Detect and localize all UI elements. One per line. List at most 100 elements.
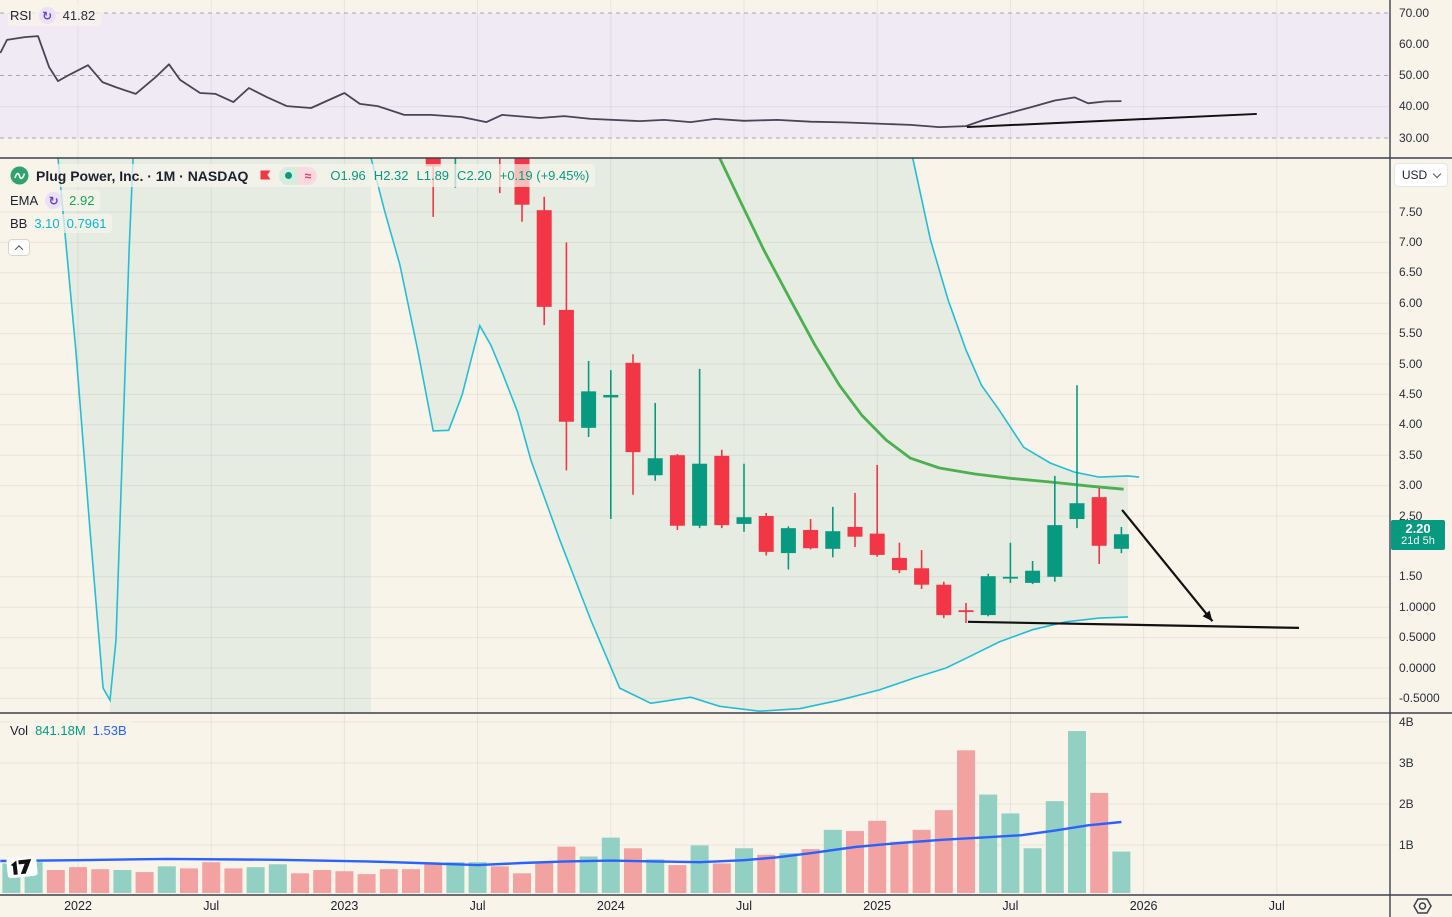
bb-legend[interactable]: BB 3.10 0.7961 <box>8 214 113 233</box>
candle[interactable] <box>625 354 641 495</box>
price-scale[interactable]: USD 2.20 21d 5h 70.00 60.00 50.00 40.00 30.0… <box>1390 0 1452 895</box>
symbol-title: Plug Power, Inc. · 1M · NASDAQ <box>36 167 249 184</box>
flag-icon[interactable] <box>259 169 272 182</box>
time-axis-label: 2026 <box>1129 899 1158 913</box>
candle[interactable] <box>1002 542 1018 583</box>
candle[interactable] <box>558 242 574 471</box>
candle[interactable] <box>581 360 597 437</box>
volume-bar <box>846 831 864 893</box>
approx-icon: ≈ <box>298 166 318 185</box>
candle-body <box>558 309 574 422</box>
band-cutout-bottom <box>371 157 1129 713</box>
price-axis-label: 0.5000 <box>1399 630 1436 645</box>
candle-body <box>647 458 663 476</box>
candle[interactable] <box>914 550 930 589</box>
tradingview-logo[interactable] <box>5 854 39 885</box>
candle[interactable] <box>869 464 885 557</box>
time-axis-label: Jul <box>736 899 752 913</box>
candle[interactable] <box>1025 560 1041 585</box>
price-axis-label: -0.5000 <box>1399 690 1440 705</box>
volume-axis-label: 2B <box>1399 796 1414 811</box>
candle[interactable] <box>692 368 708 529</box>
bar-countdown: 21d 5h <box>1401 535 1435 547</box>
volume-bar <box>646 859 665 893</box>
candle[interactable] <box>1113 526 1129 554</box>
currency-label: USD <box>1401 168 1428 182</box>
candle-body <box>914 568 930 585</box>
candle[interactable] <box>1069 385 1085 529</box>
candle[interactable] <box>603 370 619 520</box>
candle[interactable] <box>847 492 863 548</box>
candle[interactable] <box>803 519 819 550</box>
volume-bar <box>957 750 975 893</box>
currency-dropdown[interactable]: USD <box>1394 163 1448 187</box>
candle[interactable] <box>980 573 996 617</box>
open-value: 1.96 <box>340 168 366 183</box>
volume-bar <box>424 864 443 893</box>
bb-upper-line <box>911 158 1140 478</box>
time-axis-label: Jul <box>469 899 486 913</box>
vol-ma-value: 1.53B <box>92 723 127 738</box>
arrow-drawing-head <box>1202 610 1213 622</box>
candle[interactable] <box>1091 488 1107 565</box>
volume-bar <box>1090 792 1109 893</box>
volume-bar <box>757 854 776 893</box>
rsi-trendline-drawing <box>966 112 1257 129</box>
symbol-legend[interactable]: Plug Power, Inc. · 1M · NASDAQ ≈ O1.96 H… <box>8 164 596 187</box>
candle[interactable] <box>669 453 685 530</box>
candle[interactable] <box>780 526 796 570</box>
rsi-refresh-icon[interactable]: ↻ <box>38 7 56 24</box>
price-trendline-drawing <box>967 620 1300 629</box>
bb-lower-value: 0.7961 <box>66 216 107 231</box>
collapse-legend-button[interactable] <box>8 239 30 256</box>
price-axis-label: 0.0000 <box>1399 660 1436 675</box>
status-dot-icon <box>279 166 299 185</box>
bb-lower-line <box>370 158 1129 713</box>
band-cutout-right <box>1128 158 1390 713</box>
candle[interactable] <box>736 463 752 532</box>
candle[interactable] <box>825 506 841 558</box>
ema-value: 2.92 <box>69 193 95 208</box>
ema-label: EMA <box>10 193 39 208</box>
candle-body <box>536 210 552 307</box>
candle-body <box>780 528 796 554</box>
rsi-band-fill <box>0 13 1390 138</box>
rsi-axis-label: 40.00 <box>1399 99 1430 114</box>
time-axis-label: Jul <box>1268 899 1285 913</box>
volume-bar <box>779 853 798 893</box>
candle[interactable] <box>425 66 441 217</box>
candle-body <box>1069 503 1085 520</box>
chevron-up-icon <box>14 244 24 254</box>
time-scale[interactable]: 2022 Jul 2023 Jul 2024 Jul 2025 Jul 2026 Jul <box>0 895 1452 917</box>
market-status-pill[interactable]: ≈ <box>279 166 318 185</box>
price-axis-label: 4.50 <box>1399 386 1423 401</box>
candle-body <box>847 526 863 537</box>
candle-body <box>1002 576 1018 579</box>
volume-bar <box>690 845 709 893</box>
ema-refresh-icon[interactable]: ↻ <box>45 192 63 209</box>
candle[interactable] <box>647 402 663 481</box>
ema-legend[interactable]: EMA ↻ 2.92 <box>8 190 101 211</box>
candle-body <box>980 576 996 616</box>
volume-axis-label: 3B <box>1399 755 1414 770</box>
candle-body <box>425 158 441 167</box>
volume-bar <box>224 868 243 893</box>
symbol-logo <box>10 166 29 185</box>
vol-value: 841.18M <box>35 723 86 738</box>
candle[interactable] <box>714 449 730 529</box>
candle[interactable] <box>958 602 974 624</box>
volume-bar <box>157 866 176 893</box>
candle[interactable] <box>758 512 774 556</box>
rsi-axis-label: 30.00 <box>1399 130 1430 145</box>
axis-settings-gear-icon[interactable] <box>1412 897 1434 917</box>
volume-bar <box>1068 731 1086 893</box>
volume-bar <box>268 864 287 893</box>
ema-line <box>718 158 1124 491</box>
candle[interactable] <box>536 196 552 326</box>
time-axis-label: 2024 <box>596 899 625 913</box>
candle[interactable] <box>891 542 907 574</box>
candle[interactable] <box>936 581 952 619</box>
bb-label: BB <box>10 216 28 231</box>
candle[interactable] <box>1047 475 1063 582</box>
